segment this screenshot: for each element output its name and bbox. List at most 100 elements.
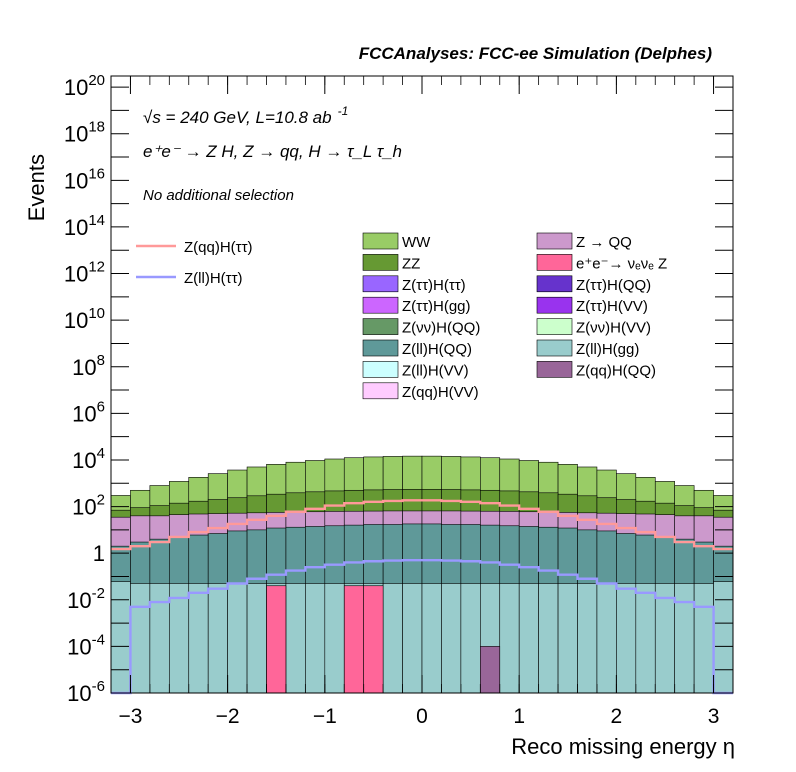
y-axis-label: Events bbox=[24, 154, 49, 221]
y-tick-label-0: 10-6 bbox=[67, 678, 105, 706]
bar-series-5-bin-9 bbox=[285, 583, 306, 694]
bar-series-5-bin-1 bbox=[130, 583, 151, 694]
y-tick-label-13: 1020 bbox=[64, 72, 105, 100]
bar-series-5-bin-14 bbox=[382, 583, 403, 694]
bar-series-6-bin-12 bbox=[343, 585, 364, 694]
legend-swatch-13 bbox=[536, 361, 573, 378]
bar-series-5-bin-16 bbox=[421, 583, 442, 694]
bar-series-5-bin-31 bbox=[713, 581, 734, 694]
y-tick-label-3: 1 bbox=[93, 541, 105, 566]
y-tick-label-7: 108 bbox=[72, 352, 105, 380]
legend-label-4: Z(ττ)H(ττ) bbox=[402, 277, 466, 294]
y-tick-label-6: 106 bbox=[72, 398, 105, 426]
x-tick-label-2: −1 bbox=[313, 705, 337, 728]
y-tick-label-5: 104 bbox=[72, 445, 105, 473]
bar-series-5-bin-30 bbox=[693, 583, 714, 694]
energy-text: √s = 240 GeV, L=10.8 ab bbox=[143, 108, 332, 127]
bar-series-5-bin-23 bbox=[557, 583, 578, 694]
legend-swatch-7 bbox=[536, 296, 573, 314]
legend-label-3: e⁺e⁻→ νₑνₑ Z bbox=[576, 255, 667, 272]
legend-label-9: Z(νν)H(VV) bbox=[576, 320, 651, 337]
x-tick-label-5: 2 bbox=[611, 705, 623, 728]
bar-series-5-bin-17 bbox=[441, 583, 462, 694]
bar-series-5-bin-15 bbox=[402, 583, 423, 694]
axes: −3 −2 −1 0 1 2 3 10-6 10-4 10-2 1 102 104 106 108 1010 1… bbox=[64, 72, 734, 728]
legend-swatch-5 bbox=[536, 275, 573, 293]
bar-series-5-bin-3 bbox=[169, 583, 190, 694]
legend-label-1: Z → QQ bbox=[576, 234, 632, 251]
legend-swatch-8 bbox=[362, 318, 399, 335]
legend-label-13: Z(qq)H(QQ) bbox=[576, 362, 656, 379]
line-legend-label-0: Z(qq)H(ττ) bbox=[184, 239, 253, 256]
legend-label-2: ZZ bbox=[402, 255, 420, 272]
y-tick-label-2: 10-2 bbox=[67, 585, 105, 613]
legend-label-6: Z(ττ)H(gg) bbox=[402, 298, 471, 315]
legend-label-0: WW bbox=[402, 234, 431, 251]
bar-series-5-bin-27 bbox=[635, 583, 656, 694]
x-tick-label-3: 0 bbox=[416, 705, 428, 728]
x-axis-label: Reco missing energy η bbox=[511, 734, 735, 759]
lumi-exponent: -1 bbox=[338, 104, 349, 118]
bar-series-5-bin-24 bbox=[577, 583, 598, 694]
signal-lines bbox=[111, 499, 733, 695]
x-tick-label-6: 3 bbox=[708, 705, 720, 728]
legend-label-10: Z(ll)H(QQ) bbox=[402, 341, 472, 358]
signal-line-1 bbox=[111, 558, 733, 695]
bar-series-5-bin-0 bbox=[110, 581, 131, 694]
bar-series-5-bin-29 bbox=[674, 583, 695, 694]
bar-series-5-bin-6 bbox=[227, 583, 248, 694]
bar-series-5-bin-21 bbox=[518, 583, 539, 694]
legend-label-12: Z(ll)H(VV) bbox=[402, 362, 469, 379]
bar-series-5-bin-2 bbox=[149, 583, 170, 694]
legend-label-14: Z(qq)H(VV) bbox=[402, 384, 479, 401]
y-tick-label-8: 1010 bbox=[64, 305, 105, 333]
y-tick-label-9: 1012 bbox=[64, 259, 105, 287]
annotations: √s = 240 GeV, L=10.8 ab -1 e⁺e⁻ → Z H, Z … bbox=[143, 104, 402, 204]
y-tick-label-1: 10-4 bbox=[67, 631, 105, 659]
x-tick-label-0: −3 bbox=[118, 705, 142, 728]
bar-series-5-bin-28 bbox=[654, 583, 675, 694]
legend-label-5: Z(ττ)H(QQ) bbox=[576, 277, 651, 294]
selection-annotation: No additional selection bbox=[143, 187, 294, 204]
line-legend-label-1: Z(ll)H(ττ) bbox=[184, 270, 243, 287]
y-tick-label-4: 102 bbox=[72, 492, 105, 520]
bar-series-6-bin-13 bbox=[363, 585, 384, 694]
process-annotation: e⁺e⁻ → Z H, Z → qq, H → τ_L τ_h bbox=[143, 142, 402, 161]
legend-swatch-0 bbox=[362, 232, 399, 250]
bar-series-5-bin-26 bbox=[616, 583, 637, 694]
legend-label-8: Z(νν)H(QQ) bbox=[402, 320, 480, 337]
stack-legend: WW Z → QQ ZZ e⁺e⁻→ νₑνₑ Z Z(ττ)H(ττ) Z(ττ)H(Q… bbox=[362, 232, 667, 401]
line-legend: Z(qq)H(ττ) Z(ll)H(ττ) bbox=[136, 239, 253, 287]
legend-swatch-11 bbox=[536, 339, 573, 357]
legend-swatch-6 bbox=[362, 296, 399, 314]
legend-swatch-1 bbox=[536, 232, 573, 250]
legend-swatch-3 bbox=[536, 254, 573, 271]
legend-swatch-10 bbox=[362, 339, 399, 357]
bar-series-5-bin-11 bbox=[324, 583, 345, 694]
bar-series-5-bin-22 bbox=[538, 583, 559, 694]
bar-series-5-bin-4 bbox=[188, 583, 209, 694]
legend-swatch-9 bbox=[536, 318, 573, 335]
legend-swatch-2 bbox=[362, 254, 399, 271]
y-tick-label-10: 1014 bbox=[64, 212, 105, 240]
energy-annotation: √s = 240 GeV, L=10.8 ab -1 bbox=[143, 104, 348, 127]
stack-bars bbox=[110, 455, 734, 694]
bar-series-5-bin-7 bbox=[246, 583, 267, 694]
bar-series-5-bin-25 bbox=[596, 583, 617, 694]
legend-swatch-12 bbox=[362, 361, 399, 378]
bar-series-5-bin-18 bbox=[460, 583, 481, 694]
y-tick-label-12: 1018 bbox=[64, 119, 105, 147]
bar-series-5-bin-5 bbox=[207, 583, 228, 694]
legend-swatch-14 bbox=[362, 382, 399, 400]
chart-title: FCCAnalyses: FCC-ee Simulation (Delphes) bbox=[359, 44, 713, 63]
bar-series-7-bin-19 bbox=[480, 646, 501, 694]
legend-label-7: Z(ττ)H(VV) bbox=[576, 298, 648, 315]
x-tick-label-1: −2 bbox=[216, 705, 240, 728]
bar-series-5-bin-10 bbox=[305, 583, 326, 694]
legend-swatch-4 bbox=[362, 275, 399, 293]
y-tick-label-11: 1016 bbox=[64, 165, 105, 193]
x-tick-label-4: 1 bbox=[513, 705, 525, 728]
signal-line-0 bbox=[111, 499, 733, 551]
legend-label-11: Z(ll)H(gg) bbox=[576, 341, 639, 358]
